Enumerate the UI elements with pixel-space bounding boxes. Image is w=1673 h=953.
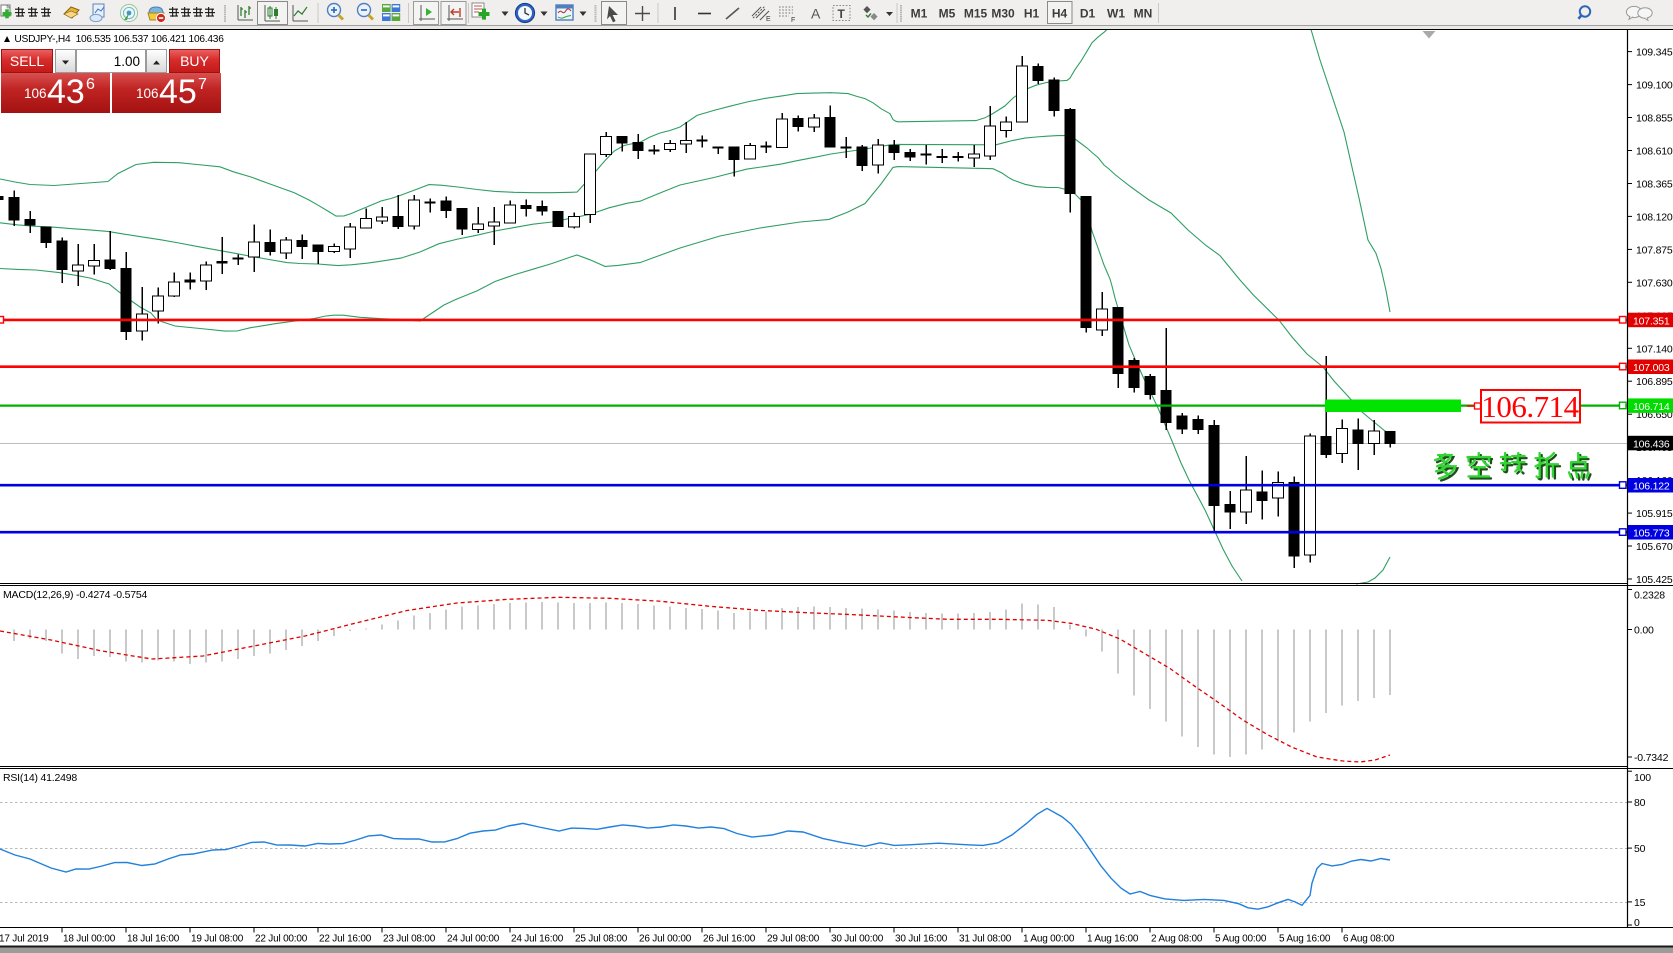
svg-text:24 Jul 16:00: 24 Jul 16:00 bbox=[511, 934, 564, 945]
svg-text:26 Jul 16:00: 26 Jul 16:00 bbox=[703, 934, 756, 945]
svg-text:31 Jul 08:00: 31 Jul 08:00 bbox=[959, 934, 1012, 945]
svg-text:30 Jul 00:00: 30 Jul 00:00 bbox=[831, 934, 884, 945]
svg-text:30 Jul 16:00: 30 Jul 16:00 bbox=[895, 934, 948, 945]
svg-text:A: A bbox=[811, 6, 821, 22]
svg-text:107.003: 107.003 bbox=[1633, 362, 1670, 374]
svg-text:H4: H4 bbox=[1052, 7, 1068, 21]
svg-text:107.875: 107.875 bbox=[1636, 244, 1673, 256]
svg-text:MACD(12,26,9) -0.4274 -0.5754: MACD(12,26,9) -0.4274 -0.5754 bbox=[3, 589, 148, 601]
svg-text:1 Aug 16:00: 1 Aug 16:00 bbox=[1087, 934, 1139, 945]
svg-text:106.436: 106.436 bbox=[1633, 438, 1670, 450]
svg-text:W1: W1 bbox=[1107, 7, 1125, 21]
svg-text:106.714: 106.714 bbox=[1633, 401, 1670, 413]
svg-text:108.365: 108.365 bbox=[1636, 179, 1673, 191]
svg-text:105.425: 105.425 bbox=[1636, 574, 1673, 586]
svg-text:0: 0 bbox=[1634, 917, 1640, 929]
svg-text:0.2328: 0.2328 bbox=[1634, 590, 1665, 602]
svg-text:108.855: 108.855 bbox=[1636, 113, 1673, 125]
svg-text:107.140: 107.140 bbox=[1636, 343, 1673, 355]
svg-text:1 Aug 00:00: 1 Aug 00:00 bbox=[1023, 934, 1075, 945]
svg-text:25 Jul 08:00: 25 Jul 08:00 bbox=[575, 934, 628, 945]
svg-text:F: F bbox=[791, 17, 795, 24]
svg-text:107.351: 107.351 bbox=[1633, 315, 1670, 327]
svg-text:MN: MN bbox=[1134, 7, 1153, 21]
svg-text:D1: D1 bbox=[1080, 7, 1096, 21]
svg-text:100: 100 bbox=[1634, 772, 1651, 784]
svg-text:19 Jul 08:00: 19 Jul 08:00 bbox=[191, 934, 244, 945]
svg-text:18 Jul 16:00: 18 Jul 16:00 bbox=[127, 934, 180, 945]
svg-text:T: T bbox=[838, 7, 846, 21]
svg-text:M30: M30 bbox=[991, 7, 1015, 21]
svg-text:109.100: 109.100 bbox=[1636, 80, 1673, 92]
svg-text:E: E bbox=[766, 16, 771, 23]
svg-text:106.122: 106.122 bbox=[1633, 481, 1670, 493]
svg-text:109.345: 109.345 bbox=[1636, 47, 1673, 59]
svg-text:18 Jul 00:00: 18 Jul 00:00 bbox=[63, 934, 116, 945]
svg-text:2 Aug 08:00: 2 Aug 08:00 bbox=[1151, 934, 1203, 945]
svg-text:5 Aug 16:00: 5 Aug 16:00 bbox=[1279, 934, 1331, 945]
svg-text:80: 80 bbox=[1634, 797, 1646, 809]
svg-text:H1: H1 bbox=[1024, 7, 1040, 21]
svg-text:107.630: 107.630 bbox=[1636, 277, 1673, 289]
svg-text:108.610: 108.610 bbox=[1636, 146, 1673, 158]
svg-text:M1: M1 bbox=[911, 7, 928, 21]
svg-text:M5: M5 bbox=[939, 7, 956, 21]
svg-text:105.915: 105.915 bbox=[1636, 508, 1673, 520]
svg-text:23 Jul 08:00: 23 Jul 08:00 bbox=[383, 934, 436, 945]
svg-text:108.120: 108.120 bbox=[1636, 211, 1673, 223]
svg-text:5 Aug 00:00: 5 Aug 00:00 bbox=[1215, 934, 1267, 945]
svg-text:50: 50 bbox=[1634, 843, 1646, 855]
svg-text:RSI(14) 41.2498: RSI(14) 41.2498 bbox=[3, 772, 77, 784]
svg-text:15: 15 bbox=[1634, 897, 1646, 909]
svg-text:-0.7342: -0.7342 bbox=[1634, 752, 1669, 764]
svg-text:22 Jul 00:00: 22 Jul 00:00 bbox=[255, 934, 308, 945]
svg-text:M15: M15 bbox=[964, 7, 988, 21]
svg-text:22 Jul 16:00: 22 Jul 16:00 bbox=[319, 934, 372, 945]
svg-text:106.714: 106.714 bbox=[1481, 389, 1579, 424]
svg-text:26 Jul 00:00: 26 Jul 00:00 bbox=[639, 934, 692, 945]
svg-text:17 Jul 2019: 17 Jul 2019 bbox=[0, 934, 49, 945]
svg-text:6 Aug 08:00: 6 Aug 08:00 bbox=[1343, 934, 1395, 945]
svg-text:0.00: 0.00 bbox=[1634, 625, 1654, 637]
svg-text:24 Jul 00:00: 24 Jul 00:00 bbox=[447, 934, 500, 945]
svg-text:105.773: 105.773 bbox=[1633, 528, 1670, 540]
svg-text:106.895: 106.895 bbox=[1636, 376, 1673, 388]
svg-text:105.670: 105.670 bbox=[1636, 541, 1673, 553]
svg-text:29 Jul 08:00: 29 Jul 08:00 bbox=[767, 934, 820, 945]
